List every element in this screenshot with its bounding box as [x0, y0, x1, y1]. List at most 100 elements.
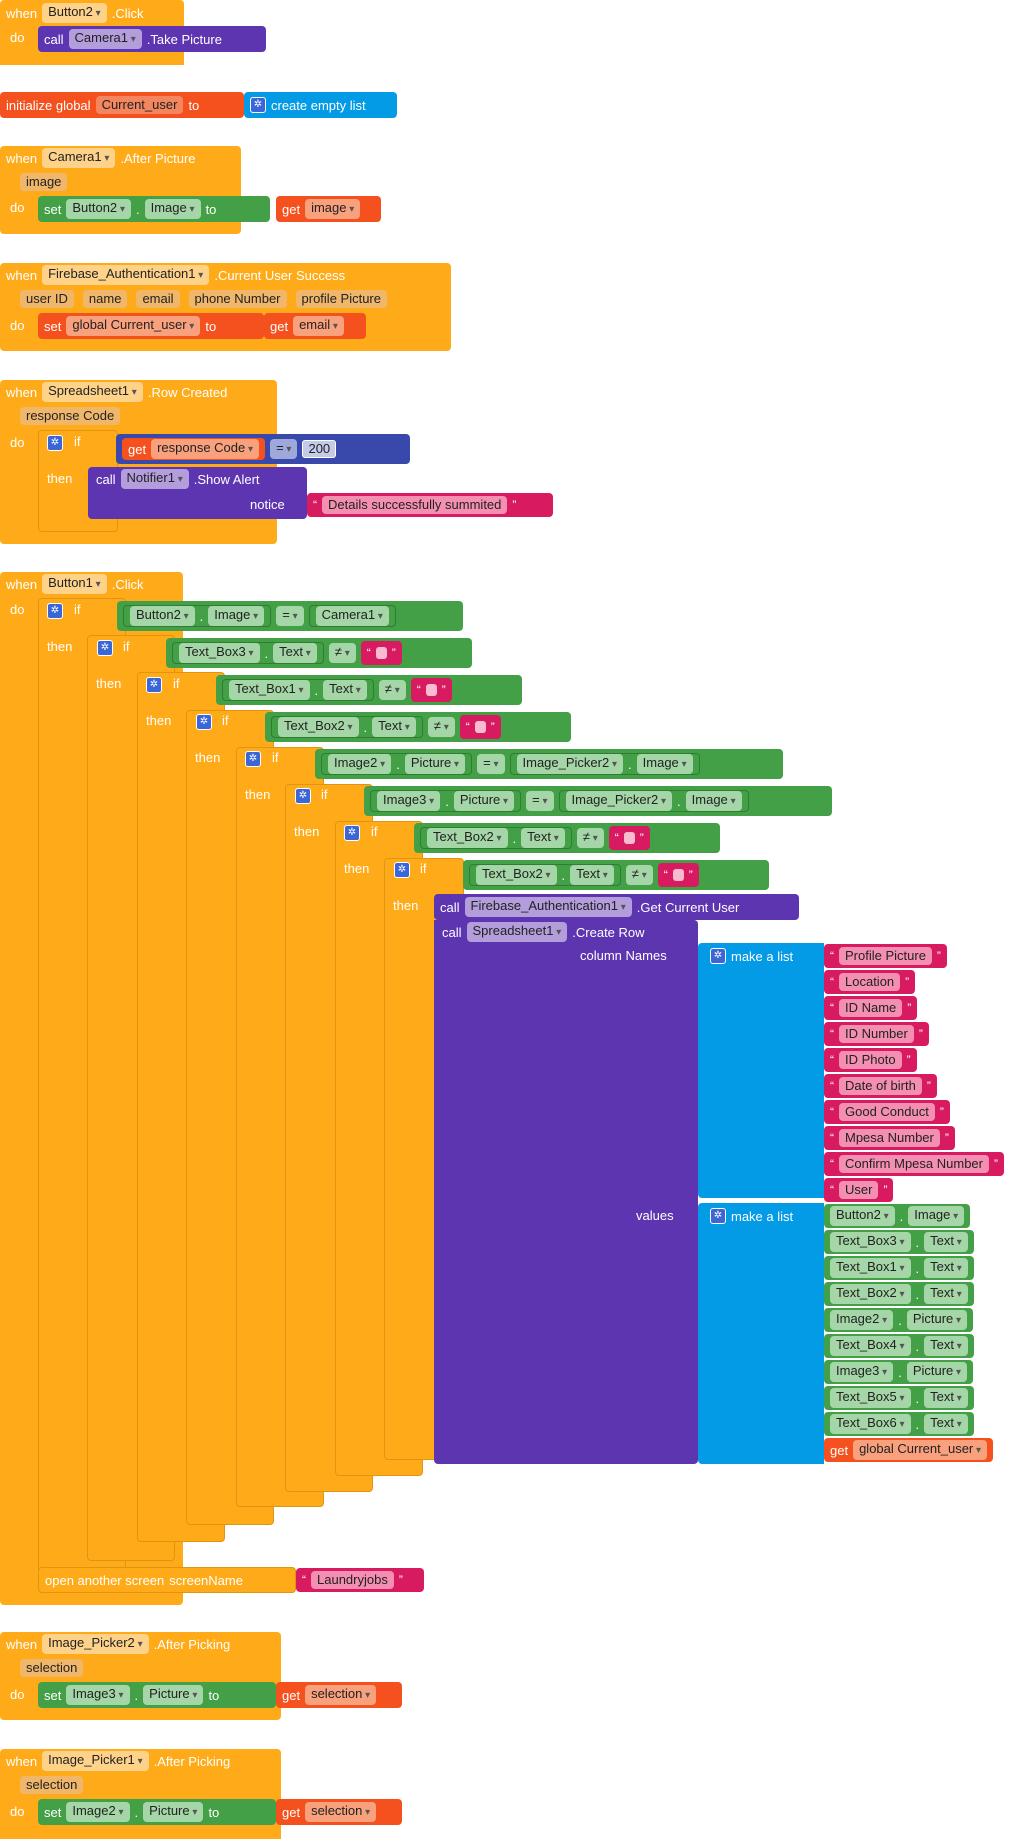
text-value[interactable]: Date of birth: [839, 1077, 922, 1095]
gear-icon[interactable]: ✲: [47, 603, 63, 619]
empty-string[interactable]: [672, 869, 684, 881]
component-property-getter[interactable]: Button2 . Image: [123, 605, 272, 627]
compare-block[interactable]: Text_Box3 . Text ≠ “ ”: [166, 638, 472, 668]
empty-string[interactable]: [623, 832, 635, 844]
property-dropdown[interactable]: Picture: [453, 791, 515, 811]
component-dropdown[interactable]: Button2: [830, 1206, 895, 1226]
component-property-getter[interactable]: Text_Box2 . Text: [271, 716, 423, 738]
variable-dropdown[interactable]: selection: [305, 1685, 377, 1705]
empty-text-block[interactable]: “ ”: [657, 863, 699, 887]
property-dropdown[interactable]: Picture: [143, 1685, 204, 1705]
empty-text-block[interactable]: “ ”: [608, 826, 650, 850]
get-variable-block[interactable]: get email: [264, 313, 366, 339]
component-property-getter[interactable]: Image2 . Picture: [321, 753, 473, 775]
component-dropdown[interactable]: Image_Picker1: [42, 1751, 149, 1771]
operator-dropdown[interactable]: ≠: [625, 865, 653, 885]
global-var-name[interactable]: Current_user: [95, 96, 184, 114]
text-value[interactable]: User: [839, 1181, 879, 1199]
property-dropdown[interactable]: Image: [144, 199, 201, 219]
param-chip[interactable]: profile Picture: [295, 290, 387, 308]
component-property-getter[interactable]: Image_Picker2 . Image: [509, 753, 700, 775]
list-item-text[interactable]: “ Confirm Mpesa Number ”: [824, 1152, 1004, 1176]
component-dropdown[interactable]: Firebase_Authentication1: [464, 897, 632, 917]
component-dropdown[interactable]: Image_Picker2: [42, 1634, 149, 1654]
component-dropdown[interactable]: Text_Box4: [830, 1336, 911, 1356]
text-value[interactable]: Details successfully summited: [322, 496, 508, 514]
operator-dropdown[interactable]: =: [270, 439, 298, 459]
component-dropdown[interactable]: Text_Box6: [830, 1414, 911, 1434]
component-dropdown[interactable]: Camera1: [315, 606, 389, 626]
property-dropdown[interactable]: Text: [924, 1388, 968, 1408]
text-block[interactable]: “ Details successfully summited ”: [307, 493, 553, 517]
call-camera-block[interactable]: call Camera1 .Take Picture: [38, 26, 266, 52]
param-chip[interactable]: phone Number: [188, 290, 287, 308]
property-dropdown[interactable]: Image: [636, 754, 693, 774]
component-dropdown[interactable]: Text_Box2: [278, 717, 359, 737]
set-property-block[interactable]: set Image3 . Picture to: [38, 1682, 276, 1708]
gear-icon[interactable]: ✲: [710, 948, 726, 964]
compare-block[interactable]: Text_Box1 . Text ≠ “ ”: [216, 675, 522, 705]
list-item-getter[interactable]: Text_Box2.Text: [824, 1282, 974, 1306]
list-item-getter[interactable]: Image3.Picture: [824, 1360, 974, 1384]
component-dropdown[interactable]: Image3: [66, 1685, 130, 1705]
variable-dropdown[interactable]: email: [293, 316, 344, 336]
property-dropdown[interactable]: Text: [924, 1258, 968, 1278]
compare-block[interactable]: Image3 . Picture = Image_Picker2 . Image: [364, 786, 832, 816]
param-chip[interactable]: response Code: [20, 407, 121, 425]
empty-string[interactable]: [375, 647, 387, 659]
text-value[interactable]: Confirm Mpesa Number: [839, 1155, 989, 1173]
compare-block[interactable]: Text_Box2 . Text ≠ “ ”: [463, 860, 769, 890]
gear-icon[interactable]: ✲: [146, 677, 162, 693]
list-item-text[interactable]: “ Profile Picture ”: [824, 944, 947, 968]
text-value[interactable]: Good Conduct: [839, 1103, 935, 1121]
component-property-getter[interactable]: Text_Box3 . Text: [172, 642, 324, 664]
list-item-getter[interactable]: Image2.Picture: [824, 1308, 974, 1332]
list-item-get-variable[interactable]: get global Current_user: [824, 1438, 994, 1462]
component-dropdown[interactable]: Firebase_Authentication1: [42, 265, 210, 285]
component-dropdown[interactable]: Text_Box3: [179, 643, 260, 663]
param-chip[interactable]: selection: [20, 1659, 84, 1677]
compare-block[interactable]: Image2 . Picture = Image_Picker2 . Image: [315, 749, 783, 779]
property-dropdown[interactable]: Text: [521, 828, 565, 848]
property-dropdown[interactable]: Text: [570, 865, 614, 885]
component-dropdown[interactable]: Camera1: [68, 29, 142, 49]
text-block[interactable]: “ Laundryjobs ”: [296, 1568, 424, 1592]
component-dropdown[interactable]: Image2: [830, 1310, 894, 1330]
property-dropdown[interactable]: Text: [924, 1284, 968, 1304]
component-dropdown[interactable]: Image3: [830, 1362, 894, 1382]
set-global-block[interactable]: set global Current_user to: [38, 313, 264, 339]
component-dropdown[interactable]: Image3: [377, 791, 441, 811]
gear-icon[interactable]: ✲: [47, 435, 63, 451]
component-dropdown[interactable]: Text_Box1: [229, 680, 310, 700]
variable-dropdown[interactable]: global Current_user: [853, 1440, 988, 1460]
list-item-getter[interactable]: Text_Box5.Text: [824, 1386, 974, 1410]
component-property-getter[interactable]: Text_Box2 . Text: [420, 827, 572, 849]
list-item-getter[interactable]: Text_Box1.Text: [824, 1256, 974, 1280]
text-value[interactable]: ID Name: [839, 999, 903, 1017]
component-dropdown[interactable]: Text_Box3: [830, 1232, 911, 1252]
text-value[interactable]: ID Photo: [839, 1051, 902, 1069]
component-dropdown[interactable]: Spreadsheet1: [42, 382, 143, 402]
list-item-getter[interactable]: Text_Box4.Text: [824, 1334, 974, 1358]
list-item-text[interactable]: “ Date of birth ”: [824, 1074, 937, 1098]
property-dropdown[interactable]: Text: [924, 1414, 968, 1434]
set-property-block[interactable]: set Image2 . Picture to: [38, 1799, 276, 1825]
list-item-getter[interactable]: Button2.Image: [824, 1204, 971, 1228]
property-dropdown[interactable]: Text: [273, 643, 317, 663]
component-dropdown[interactable]: Button1: [42, 574, 107, 594]
param-chip[interactable]: user ID: [20, 290, 74, 308]
component-dropdown[interactable]: Spreadsheet1: [466, 922, 568, 942]
empty-text-block[interactable]: “ ”: [459, 715, 501, 739]
component-dropdown[interactable]: Button2: [130, 606, 195, 626]
operator-dropdown[interactable]: ≠: [378, 680, 406, 700]
list-item-text[interactable]: “ ID Name ”: [824, 996, 918, 1020]
list-item-text[interactable]: “ Mpesa Number ”: [824, 1126, 955, 1150]
text-value[interactable]: Location: [839, 973, 901, 991]
empty-string[interactable]: [425, 684, 437, 696]
list-item-getter[interactable]: Text_Box6.Text: [824, 1412, 974, 1436]
gear-icon[interactable]: ✲: [710, 1208, 726, 1224]
component-dropdown[interactable]: Notifier1: [120, 469, 189, 489]
gear-icon[interactable]: ✲: [344, 825, 360, 841]
get-variable-block[interactable]: get image: [276, 196, 381, 222]
make-a-list-block[interactable]: [698, 943, 824, 1198]
